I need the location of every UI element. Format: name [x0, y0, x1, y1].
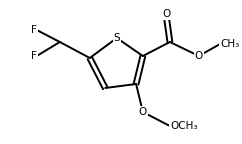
Text: CH₃: CH₃	[220, 39, 239, 49]
Text: O: O	[139, 107, 147, 117]
Text: F: F	[31, 51, 37, 61]
Text: S: S	[113, 33, 120, 43]
Text: O: O	[162, 9, 170, 19]
Text: F: F	[31, 25, 37, 35]
Text: O: O	[195, 51, 203, 61]
Text: OCH₃: OCH₃	[170, 121, 197, 131]
